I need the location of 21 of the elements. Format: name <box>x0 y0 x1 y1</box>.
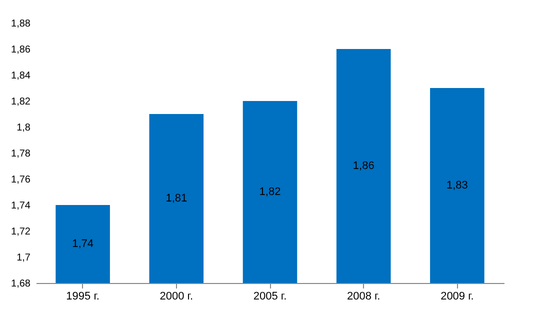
x-tick-label: 2008 г. <box>346 290 380 302</box>
y-tick-label: 1,84 <box>11 70 31 82</box>
data-label: 1,74 <box>72 238 94 250</box>
y-tick-label: 1,88 <box>11 18 31 30</box>
y-tick-label: 1,72 <box>11 226 31 238</box>
x-tick-label: 2005 г. <box>253 290 287 302</box>
y-tick-label: 1,76 <box>11 174 31 186</box>
y-tick-label: 1,8 <box>16 122 31 134</box>
data-label: 1,83 <box>446 180 468 192</box>
x-tick-label: 1995 г. <box>66 290 100 302</box>
data-label: 1,81 <box>166 192 188 204</box>
y-tick-label: 1,74 <box>11 200 31 212</box>
y-tick-label: 1,68 <box>11 278 31 290</box>
y-tick-label: 1,86 <box>11 44 31 56</box>
data-label: 1,82 <box>259 186 281 198</box>
x-tick-label: 2000 г. <box>160 290 194 302</box>
y-tick-label: 1,78 <box>11 148 31 160</box>
y-tick-label: 1,7 <box>16 252 31 264</box>
data-label: 1,86 <box>352 160 374 172</box>
x-tick-label: 2009 г. <box>440 290 474 302</box>
y-tick-label: 1,82 <box>11 96 31 108</box>
